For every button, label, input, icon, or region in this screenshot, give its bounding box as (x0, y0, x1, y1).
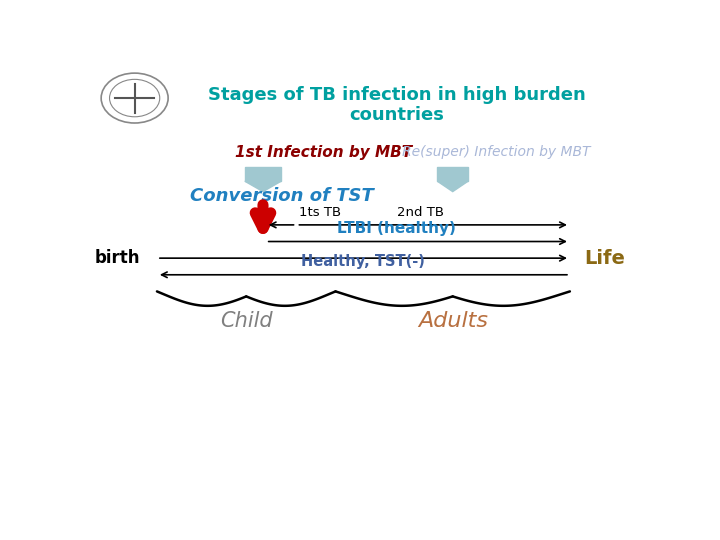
Text: LTBI (healthy): LTBI (healthy) (338, 221, 456, 236)
Text: Life: Life (584, 248, 625, 268)
Polygon shape (245, 167, 281, 181)
Text: Child: Child (220, 310, 273, 330)
Text: 1st Infection by MBT: 1st Infection by MBT (235, 145, 413, 160)
Text: Adults: Adults (418, 310, 487, 330)
Polygon shape (245, 181, 281, 192)
Text: Conversion of TST: Conversion of TST (190, 187, 374, 205)
Text: Re(super) Infection by MBT: Re(super) Infection by MBT (402, 145, 591, 159)
Text: Stages of TB infection in high burden
countries: Stages of TB infection in high burden co… (208, 85, 586, 124)
Text: Healthy, TST(-): Healthy, TST(-) (302, 254, 426, 269)
Polygon shape (437, 167, 468, 181)
Text: birth: birth (95, 249, 140, 267)
Polygon shape (437, 181, 468, 192)
Text: 1ts TB: 1ts TB (300, 206, 341, 219)
Text: 2nd TB: 2nd TB (397, 206, 444, 219)
